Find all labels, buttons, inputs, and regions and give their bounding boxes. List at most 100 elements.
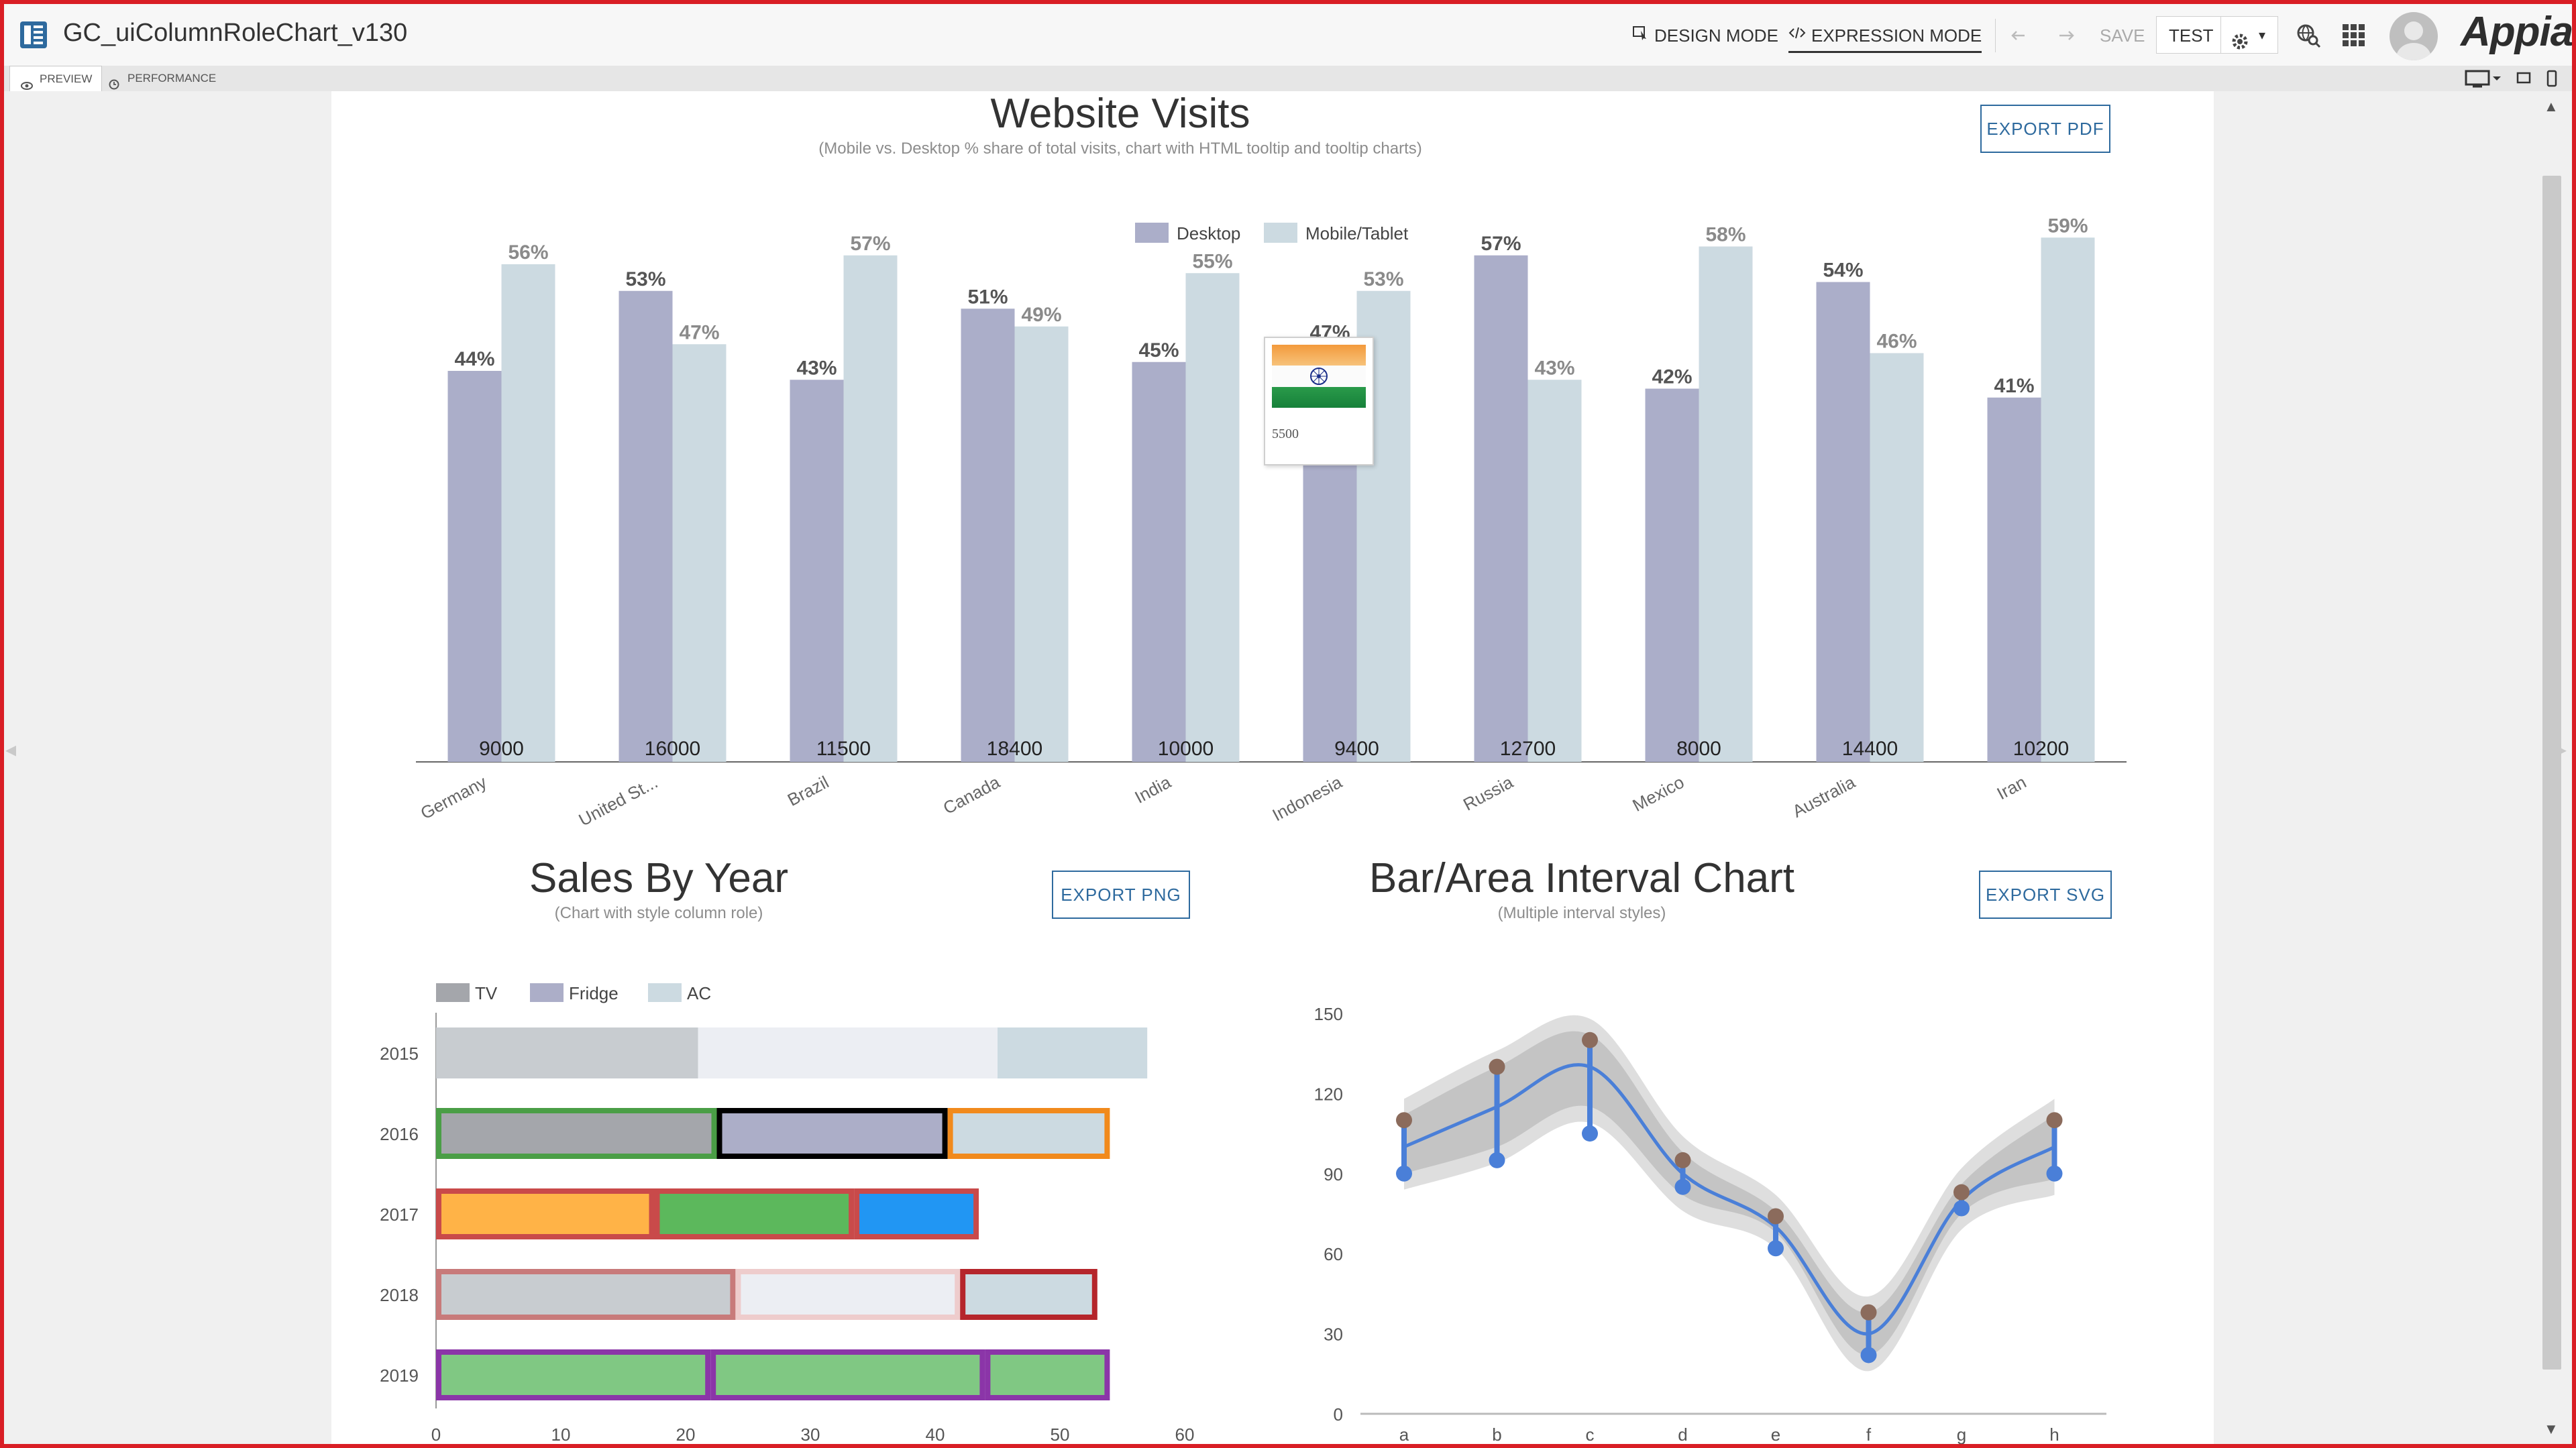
monitor-icon[interactable] — [2465, 68, 2502, 92]
total-label-3: 18400 — [987, 738, 1042, 760]
undo-icon[interactable] — [2007, 21, 2035, 50]
tab-preview[interactable]: PREVIEW — [9, 66, 103, 93]
bar-mobile-9 — [2041, 237, 2095, 762]
eye-icon — [21, 74, 33, 100]
bar-mobile-8 — [1870, 353, 1924, 762]
redo-icon[interactable] — [2050, 21, 2078, 50]
save-button[interactable]: SAVE — [2100, 25, 2145, 46]
scrollbar-thumb[interactable] — [2542, 176, 2561, 1370]
data-label-0-9: 41% — [1994, 375, 2034, 397]
interval-point-high-4 — [1768, 1208, 1784, 1225]
data-label-0-4: 45% — [1138, 339, 1179, 361]
data-label-0-8: 54% — [1823, 260, 1863, 282]
x-tick-label-3: 30 — [801, 1425, 820, 1445]
y-tick-label-1: 30 — [1324, 1325, 1343, 1345]
settings-button[interactable]: ▾ — [2220, 16, 2278, 54]
x-tick-label-0: 0 — [431, 1425, 441, 1445]
bar-desktop-3 — [961, 309, 1015, 762]
interval-chart-subtitle: (Multiple interval styles) — [1497, 904, 1666, 922]
legend-swatch-1 — [530, 983, 564, 1002]
y-tick-label-2: 60 — [1324, 1244, 1343, 1264]
design-mode-button[interactable]: DESIGN MODE — [1631, 20, 1778, 51]
bar-desktop-1 — [619, 290, 673, 762]
scroll-up-icon[interactable]: ▲ — [2544, 98, 2559, 115]
x-tick-label-6: 60 — [1175, 1425, 1195, 1445]
interval-point-high-6 — [1953, 1184, 1970, 1201]
user-avatar-icon[interactable] — [2390, 12, 2438, 60]
interval-point-low-1 — [1489, 1152, 1505, 1168]
preview-tab-bar: PREVIEW PERFORMANCE — [4, 66, 2572, 93]
x-tick-label-4: 40 — [926, 1425, 945, 1445]
grid-apps-icon[interactable] — [2340, 21, 2368, 50]
legend-swatch-1 — [1264, 223, 1297, 243]
clock-icon — [109, 74, 119, 99]
bar-mobile-1 — [672, 344, 727, 762]
export-pdf-button[interactable]: EXPORT PDF — [1980, 105, 2110, 153]
tooltip-value: 5500 — [1272, 427, 1299, 441]
gear-icon — [2231, 26, 2249, 64]
data-label-0-2: 43% — [796, 357, 837, 379]
interval-area-inner — [1404, 1031, 2055, 1355]
india-flag-icon — [1272, 345, 1366, 408]
bar-2018-fridge — [735, 1269, 961, 1320]
bar-2017-tv — [436, 1188, 655, 1239]
data-label-1-6: 43% — [1534, 357, 1574, 379]
bar-2015-tv — [436, 1027, 698, 1078]
bar-mobile-6 — [1527, 380, 1582, 762]
x-tick-label-2: c — [1586, 1425, 1595, 1445]
bar-mobile-2 — [843, 255, 898, 762]
data-label-1-1: 47% — [679, 321, 719, 343]
scroll-down-icon[interactable]: ▼ — [2544, 1421, 2559, 1437]
window-restore-icon[interactable] — [2516, 70, 2532, 89]
bar-2017-ac — [854, 1188, 979, 1239]
category-label-0: 2015 — [380, 1044, 419, 1064]
x-tick-label-5: f — [1866, 1425, 1872, 1445]
legend-label-0: TV — [475, 983, 498, 1003]
interval-point-high-2 — [1582, 1032, 1598, 1048]
total-label-8: 14400 — [1842, 738, 1898, 760]
canvas-right-gutter — [2214, 91, 2572, 1444]
data-label-0-7: 42% — [1652, 366, 1692, 388]
category-label-2: 2017 — [380, 1205, 419, 1225]
test-button[interactable]: TEST — [2156, 16, 2226, 54]
collapse-left-icon[interactable]: ◂ — [5, 737, 17, 761]
x-tick-label-7: h — [2049, 1425, 2059, 1445]
bar-2019-ac — [985, 1349, 1110, 1400]
data-label-1-0: 56% — [508, 241, 548, 264]
tab-performance[interactable]: PERFORMANCE — [98, 66, 225, 91]
total-label-6: 12700 — [1500, 738, 1556, 760]
interval-point-high-0 — [1396, 1112, 1412, 1129]
app-title: GC_uiColumnRoleChart_v130 — [63, 19, 408, 47]
data-label-1-2: 57% — [850, 233, 890, 255]
bar-mobile-0 — [501, 264, 555, 762]
website-visits-subtitle: (Mobile vs. Desktop % share of total vis… — [818, 140, 1422, 158]
bar-mobile-3 — [1014, 326, 1069, 762]
phone-icon[interactable] — [2546, 70, 2557, 91]
export-png-button[interactable]: EXPORT PNG — [1052, 871, 1190, 919]
bar-desktop-6 — [1474, 255, 1528, 762]
total-label-0: 9000 — [479, 738, 524, 760]
bar-2016-ac — [947, 1108, 1110, 1159]
y-tick-label-4: 120 — [1314, 1084, 1343, 1104]
interface-icon — [19, 20, 48, 50]
expression-mode-button[interactable]: EXPRESSION MODE — [1788, 20, 1982, 53]
interval-point-high-1 — [1489, 1058, 1505, 1075]
data-label-1-9: 59% — [2047, 215, 2088, 237]
search-globe-icon[interactable] — [2294, 21, 2322, 50]
bar-desktop-8 — [1816, 282, 1870, 762]
interval-point-low-7 — [2046, 1165, 2063, 1182]
interval-chart-title: Bar/Area Interval Chart — [1368, 855, 1795, 901]
data-label-1-4: 55% — [1192, 250, 1232, 272]
appian-logo: Appian — [2461, 9, 2576, 55]
legend-label-2: AC — [687, 983, 711, 1003]
data-label-0-3: 51% — [967, 286, 1008, 308]
legend-swatch-2 — [648, 983, 682, 1002]
y-tick-label-5: 150 — [1314, 1004, 1343, 1024]
legend-swatch-0 — [1135, 223, 1169, 243]
data-label-0-6: 57% — [1481, 233, 1521, 255]
collapse-right-icon[interactable]: ▸ — [2556, 737, 2567, 761]
bar-2015-fridge — [698, 1027, 998, 1078]
category-label-3: 2018 — [380, 1285, 419, 1305]
export-svg-button[interactable]: EXPORT SVG — [1979, 871, 2112, 919]
